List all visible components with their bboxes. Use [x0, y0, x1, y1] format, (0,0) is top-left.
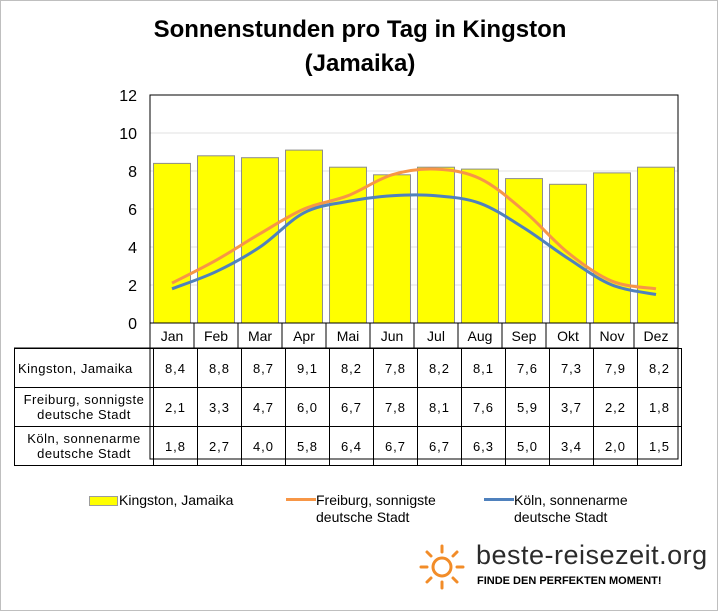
bar [197, 155, 235, 324]
table-cell: 7,9 [593, 348, 638, 388]
table-cell: 7,6 [505, 348, 550, 388]
table-cell: 4,0 [241, 426, 286, 466]
table-cell: 3,3 [197, 387, 242, 427]
table-cell: 8,2 [329, 348, 374, 388]
row-label-kingston: Kingston, Jamaika [14, 348, 154, 388]
table-cell: 6,3 [461, 426, 506, 466]
table-cell: 6,0 [285, 387, 330, 427]
chart-title-line-2: (Jamaika) [304, 50, 416, 77]
x-tick-label: Jun [381, 328, 404, 344]
row-label-line: Freiburg, sonnigste [23, 392, 145, 407]
table-cell: 1,8 [153, 426, 198, 466]
legend-label-line: deutsche Stadt [514, 509, 608, 525]
bar [593, 172, 631, 324]
x-tick-label: Dez [644, 328, 669, 344]
table-row-kingston: Kingston, Jamaika 8,4 8,8 8,7 9,1 8,2 7,… [14, 348, 682, 388]
legend-label-line: Freiburg, sonnigste [316, 492, 436, 508]
table-cell: 4,7 [241, 387, 286, 427]
x-tick-label: Jan [161, 328, 184, 344]
table-cell: 7,8 [373, 348, 418, 388]
table-cell: 8,7 [241, 348, 286, 388]
table-cell: 9,1 [285, 348, 330, 388]
y-tick-label: 8 [128, 164, 137, 181]
legend-swatch-koeln [484, 498, 514, 501]
sun-icon [419, 544, 465, 590]
legend-swatch-freiburg [286, 498, 316, 501]
table-cell: 2,0 [593, 426, 638, 466]
brand-name: beste-reisezeit.org [476, 540, 708, 570]
chart-title-line-1: Sonnenstunden pro Tag in Kingston [153, 16, 567, 43]
series-line [171, 193, 657, 296]
series-line [171, 167, 657, 291]
table-cell: 8,2 [417, 348, 462, 388]
table-cell: 6,7 [373, 426, 418, 466]
x-tick-label: Nov [600, 328, 625, 344]
legend-swatch-kingston [89, 496, 118, 506]
y-tick-label: 4 [128, 240, 137, 257]
brand-slogan: FINDE DEN PERFEKTEN MOMENT! [477, 575, 662, 587]
table-cell: 2,2 [593, 387, 638, 427]
table-cell: 2,7 [197, 426, 242, 466]
row-label-line: Köln, sonnenarme [27, 431, 141, 446]
table-cell: 8,8 [197, 348, 242, 388]
legend-label-line: Kingston, Jamaika [119, 492, 234, 508]
bar [285, 149, 323, 324]
x-tick-label: Apr [293, 328, 315, 344]
table-cell: 6,7 [417, 426, 462, 466]
table-cell: 5,0 [505, 426, 550, 466]
table-cell: 6,7 [329, 387, 374, 427]
bar [549, 183, 587, 324]
table-cell: 1,5 [637, 426, 682, 466]
x-tick-label: Feb [204, 328, 228, 344]
bar [461, 168, 499, 324]
x-tick-label: Jul [427, 328, 445, 344]
table-cell: 8,1 [461, 348, 506, 388]
row-label-line: deutsche Stadt [37, 407, 131, 422]
table-cell: 3,7 [549, 387, 594, 427]
row-label-freiburg: Freiburg, sonnigste deutsche Stadt [14, 387, 154, 427]
y-tick-label: 10 [119, 126, 137, 143]
x-tick-label: Aug [468, 328, 493, 344]
table-cell: 7,6 [461, 387, 506, 427]
y-tick-label: 0 [128, 316, 137, 333]
table-cell: 6,4 [329, 426, 374, 466]
table-cell: 2,1 [153, 387, 198, 427]
x-tick-label: Okt [557, 328, 579, 344]
row-label-line: Kingston, Jamaika [18, 360, 133, 376]
table-cell: 7,8 [373, 387, 418, 427]
table-cell: 8,4 [153, 348, 198, 388]
legend-label-kingston: Kingston, Jamaika [119, 492, 233, 509]
legend-label-koeln: Köln, sonnenarme deutsche Stadt [514, 492, 628, 526]
legend-label-line: deutsche Stadt [316, 509, 410, 525]
bar [373, 174, 411, 324]
x-tick-label: Mai [337, 328, 360, 344]
legend-label-freiburg: Freiburg, sonnigste deutsche Stadt [316, 492, 436, 526]
bar [417, 166, 455, 324]
y-tick-label: 2 [128, 278, 137, 295]
row-label-koeln: Köln, sonnenarme deutsche Stadt [14, 426, 154, 466]
table-cell: 3,4 [549, 426, 594, 466]
x-tick-label: Mar [248, 328, 272, 344]
table-cell: 7,3 [549, 348, 594, 388]
data-table: Kingston, Jamaika 8,4 8,8 8,7 9,1 8,2 7,… [14, 348, 682, 466]
bar [153, 162, 191, 324]
x-tick-label: Sep [512, 328, 537, 344]
bar [637, 166, 675, 324]
table-cell: 1,8 [637, 387, 682, 427]
table-row-koeln: Köln, sonnenarme deutsche Stadt 1,8 2,7 … [14, 426, 682, 466]
table-row-freiburg: Freiburg, sonnigste deutsche Stadt 2,1 3… [14, 387, 682, 427]
legend-label-line: Köln, sonnenarme [514, 492, 628, 508]
table-cell: 5,9 [505, 387, 550, 427]
row-label-line: deutsche Stadt [37, 446, 131, 461]
table-cell: 8,2 [637, 348, 682, 388]
y-tick-label: 12 [119, 88, 137, 105]
table-cell: 8,1 [417, 387, 462, 427]
table-cell: 5,8 [285, 426, 330, 466]
y-tick-label: 6 [128, 202, 137, 219]
